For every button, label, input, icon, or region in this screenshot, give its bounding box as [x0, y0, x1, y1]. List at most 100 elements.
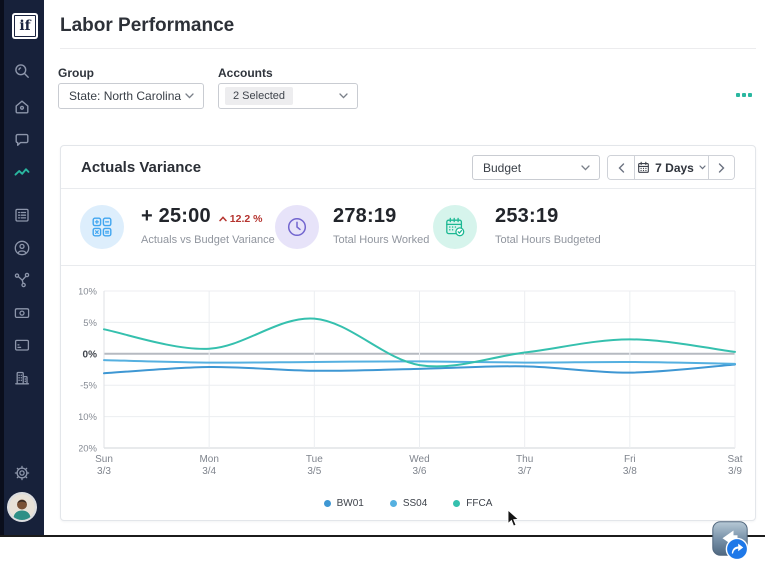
sidebar-item-messages[interactable] [13, 131, 31, 149]
legend-dot [453, 500, 461, 507]
calendar-icon [638, 161, 650, 173]
window-divider-line [0, 535, 765, 537]
chevron-down-icon [339, 93, 348, 99]
legend-label: SS04 [402, 498, 428, 509]
svg-text:3/9: 3/9 [728, 466, 742, 477]
caret-down-icon [699, 165, 706, 170]
chevron-down-icon [185, 93, 194, 99]
clock-icon [287, 217, 307, 237]
chat-icon [15, 133, 29, 146]
previous-period-button[interactable] [608, 156, 634, 179]
ellipsis-dot [742, 93, 746, 97]
calendar-check-icon [446, 217, 465, 237]
hours-budgeted-stat: 253:19 Total Hours Budgeted [495, 205, 601, 246]
svg-text:Sat: Sat [727, 454, 742, 465]
svg-text:3/7: 3/7 [518, 466, 532, 477]
series-line-SS04 [103, 359, 736, 365]
calculator-icon [92, 217, 112, 237]
group-select[interactable]: State: North Carolina [58, 83, 204, 109]
id-card-icon [14, 339, 30, 351]
chevron-left-icon [618, 162, 624, 173]
sidebar-item-search[interactable] [13, 62, 31, 80]
next-period-button[interactable] [708, 156, 734, 179]
metric-select[interactable]: Budget [472, 155, 600, 180]
sidebar-item-schedule-list[interactable] [13, 206, 31, 224]
hours-budgeted-label: Total Hours Budgeted [495, 234, 601, 246]
metric-select-value: Budget [483, 160, 522, 175]
user-avatar-photo [9, 494, 35, 520]
cash-icon [14, 308, 30, 319]
series-line-FFCA [103, 317, 736, 368]
sidebar-item-profile[interactable] [13, 239, 31, 257]
legend-item-BW01[interactable]: BW01 [323, 498, 364, 509]
hours-worked-icon-circle [275, 205, 319, 249]
group-label: Group [58, 66, 94, 80]
svg-text:Mon: Mon [199, 454, 218, 465]
date-range-button[interactable]: 7 Days [634, 156, 708, 179]
svg-text:3/8: 3/8 [623, 466, 637, 477]
variance-line-chart: 10%5%0%-5%-10%-20%Sun3/3Mon3/4Tue3/5Wed3… [75, 287, 743, 478]
accounts-select[interactable]: 2 Selected [218, 83, 358, 109]
hours-worked-stat: 278:19 Total Hours Worked [333, 205, 429, 246]
svg-text:0%: 0% [83, 349, 98, 360]
date-range-nav: 7 Days [607, 155, 735, 180]
stats-row: + 25:00 12.2 % Actuals vs Budget Varianc… [61, 189, 755, 266]
overlay-back-button[interactable] [712, 521, 752, 561]
sidebar-item-payroll[interactable] [13, 304, 31, 322]
title-divider [60, 48, 756, 49]
variance-delta-value: 12.2 % [229, 213, 263, 225]
svg-text:3/3: 3/3 [97, 466, 111, 477]
sidebar-item-performance[interactable] [13, 163, 31, 181]
date-range-value: 7 Days [655, 160, 694, 175]
sidebar-item-home[interactable] [13, 98, 31, 116]
svg-text:Tue: Tue [306, 454, 323, 465]
chart-legend: BW01 SS04 FFCA [61, 498, 755, 509]
svg-text:Sun: Sun [95, 454, 113, 465]
more-options-button[interactable] [734, 91, 754, 99]
activity-chart-icon [14, 168, 30, 176]
accounts-selected-chip: 2 Selected [225, 87, 293, 105]
card-header: Actuals Variance Budget 7 Days [61, 146, 755, 189]
legend-dot [389, 500, 397, 507]
sidebar-item-integrations[interactable] [13, 271, 31, 289]
legend-label: FFCA [466, 498, 493, 509]
legend-item-FFCA[interactable]: FFCA [453, 498, 492, 509]
ellipsis-dot [736, 93, 740, 97]
legend-label: BW01 [336, 498, 364, 509]
svg-text:5%: 5% [83, 318, 97, 329]
gear-icon [14, 465, 30, 481]
page-title: Labor Performance [60, 15, 235, 36]
search-icon [15, 64, 29, 78]
variance-stat: + 25:00 12.2 % Actuals vs Budget Varianc… [141, 205, 275, 246]
svg-text:Fri: Fri [624, 454, 636, 465]
svg-text:-10%: -10% [79, 412, 98, 423]
group-select-value: State: North Carolina [69, 89, 182, 103]
sidebar-item-settings[interactable] [13, 464, 31, 482]
svg-text:3/5: 3/5 [307, 466, 321, 477]
user-avatar[interactable] [9, 494, 35, 520]
svg-text:3/4: 3/4 [202, 466, 216, 477]
svg-text:-20%: -20% [79, 444, 98, 455]
sidebar-item-organization[interactable] [13, 369, 31, 387]
legend-item-SS04[interactable]: SS04 [389, 498, 428, 509]
card-title: Actuals Variance [81, 159, 202, 176]
share-forward-icon [725, 537, 749, 561]
actuals-variance-card: Actuals Variance Budget 7 Days [60, 145, 756, 521]
app-logo-text: if [19, 18, 31, 34]
variance-stat-icon-circle [80, 205, 124, 249]
sidebar: if [0, 0, 44, 537]
branch-share-icon [14, 272, 30, 288]
sidebar-item-card[interactable] [13, 336, 31, 354]
hours-worked-label: Total Hours Worked [333, 234, 430, 246]
svg-text:Wed: Wed [409, 454, 429, 465]
svg-text:-5%: -5% [80, 381, 97, 392]
hours-worked-value: 278:19 [333, 205, 397, 227]
person-circle-icon [14, 240, 30, 256]
app-logo[interactable]: if [12, 13, 38, 39]
building-icon [15, 371, 30, 385]
series-line-BW01 [103, 363, 736, 375]
caret-up-icon [219, 216, 227, 222]
hours-budgeted-icon-circle [433, 205, 477, 249]
svg-text:Thu: Thu [516, 454, 533, 465]
